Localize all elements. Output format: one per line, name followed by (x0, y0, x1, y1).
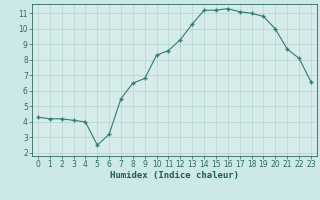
X-axis label: Humidex (Indice chaleur): Humidex (Indice chaleur) (110, 171, 239, 180)
